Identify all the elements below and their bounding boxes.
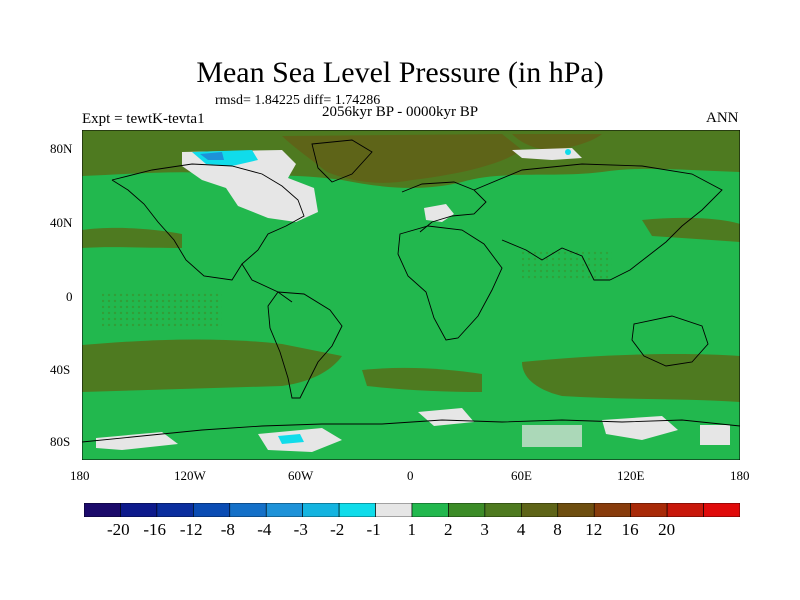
lat-label-40s: 40S — [50, 362, 71, 377]
colorbar-swatch — [630, 503, 668, 517]
colorbar-swatch — [521, 503, 559, 517]
southern-band-east — [522, 354, 740, 402]
period-label: 2056kyr BP - 0000kyr BP — [322, 104, 479, 120]
north-america-patch — [182, 150, 318, 222]
colorbar-label: 1 — [407, 520, 417, 539]
lon-label-180w: 180 — [70, 468, 90, 483]
lon-label-120e: 120E — [617, 468, 645, 483]
colorbar-label: -2 — [330, 520, 345, 539]
colorbar-swatch — [84, 503, 121, 517]
colorbar-swatch — [338, 503, 376, 517]
colorbar-swatch — [593, 503, 631, 517]
colorbar-swatch — [557, 503, 595, 517]
colorbar-label: 20 — [658, 520, 676, 539]
colorbar-label: 16 — [621, 520, 639, 539]
arctic-brown — [282, 134, 522, 183]
lon-label-60e: 60E — [511, 468, 532, 483]
lat-label-80n: 80N — [50, 141, 73, 156]
pressure-map — [82, 130, 740, 460]
colorbar-swatch — [484, 503, 522, 517]
colorbar-label: 3 — [480, 520, 489, 539]
colorbar-label: -12 — [179, 520, 203, 539]
southern-band — [82, 339, 342, 392]
season-label: ANN — [706, 110, 739, 126]
colorbar-swatch — [448, 503, 486, 517]
antarctic-negative — [278, 434, 304, 444]
arctic-brown-east — [512, 134, 602, 150]
colorbar-label: -1 — [366, 520, 381, 539]
colorbar-swatch — [703, 503, 740, 517]
antarctic-patch-scatter — [418, 408, 474, 426]
colorbar-swatch — [229, 503, 267, 517]
colorbar-swatch — [120, 503, 158, 517]
pacific-patch — [82, 227, 182, 248]
lon-label-60w: 60W — [288, 468, 314, 483]
lon-label-120w: 120W — [174, 468, 206, 483]
colorbar-label: 12 — [585, 520, 603, 539]
canadian-arctic-mid — [200, 152, 224, 160]
plot-title: Mean Sea Level Pressure (in hPa) — [196, 56, 604, 89]
lat-label-80s: 80S — [50, 434, 71, 449]
colorbar — [84, 503, 740, 517]
colorbar-swatch — [666, 503, 704, 517]
antarctic-patch-west — [96, 432, 178, 450]
colorbar-label: 8 — [553, 520, 562, 539]
colorbar-swatch — [375, 503, 413, 517]
colorbar-swatch — [411, 503, 449, 517]
lat-label-40n: 40N — [50, 215, 73, 230]
colorbar-label: -4 — [257, 520, 272, 539]
colorbar-label: -20 — [106, 520, 130, 539]
colorbar-swatch — [302, 503, 340, 517]
colorbar-label: 4 — [516, 520, 526, 539]
colorbar-swatch — [156, 503, 194, 517]
southern-band-mid — [362, 367, 482, 392]
colorbar-swatch — [265, 503, 303, 517]
siberia-patch — [512, 148, 582, 160]
colorbar-label: -16 — [143, 520, 167, 539]
colorbar-label: -3 — [293, 520, 308, 539]
lon-label-180e: 180 — [730, 468, 750, 483]
colorbar-label: -8 — [220, 520, 235, 539]
experiment-label: Expt = tewtK-tevta1 — [82, 111, 205, 127]
colorbar-label: 2 — [443, 520, 453, 539]
stats-label: rmsd= 1.84225 diff= 1.74286 — [215, 93, 381, 108]
lat-label-0: 0 — [66, 289, 73, 304]
asia-patch — [642, 217, 740, 242]
lon-label-0: 0 — [407, 468, 414, 483]
colorbar-swatch — [193, 503, 231, 517]
